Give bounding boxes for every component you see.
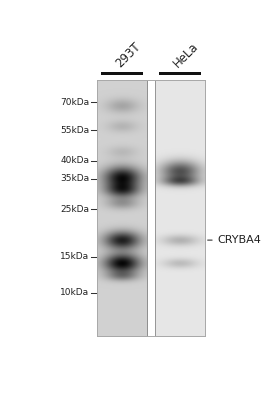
Bar	[97, 80, 147, 336]
Text: 70kDa: 70kDa	[60, 98, 89, 106]
Text: 293T: 293T	[113, 40, 143, 70]
Text: 15kDa: 15kDa	[60, 252, 89, 261]
Text: HeLa: HeLa	[171, 40, 201, 70]
Text: 40kDa: 40kDa	[60, 156, 89, 165]
Bar	[97, 80, 147, 336]
Bar	[159, 72, 201, 75]
Text: 25kDa: 25kDa	[60, 205, 89, 214]
Bar	[101, 72, 143, 75]
Text: 35kDa: 35kDa	[60, 174, 89, 183]
Text: 55kDa: 55kDa	[60, 126, 89, 135]
Bar	[155, 80, 205, 336]
Bar	[155, 80, 205, 336]
Text: CRYBA4: CRYBA4	[208, 235, 262, 245]
Text: 10kDa: 10kDa	[60, 288, 89, 297]
